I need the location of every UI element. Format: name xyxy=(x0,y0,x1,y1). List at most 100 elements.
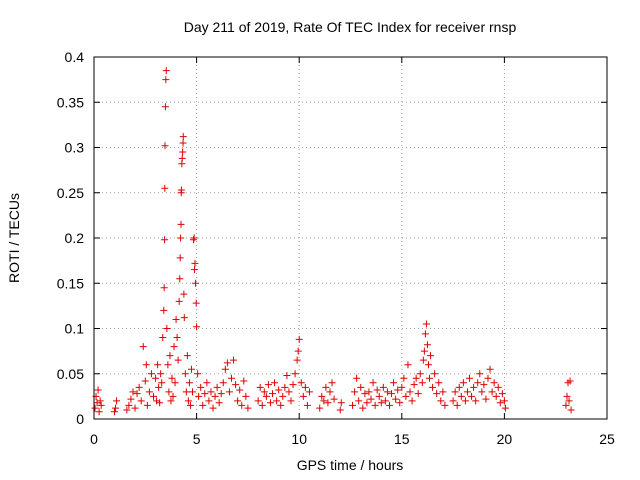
data-point xyxy=(194,370,202,378)
data-point xyxy=(377,399,385,407)
data-point xyxy=(383,388,391,396)
data-point xyxy=(439,388,447,396)
data-point xyxy=(141,377,149,385)
data-point xyxy=(441,401,449,409)
data-point xyxy=(143,401,151,409)
data-points xyxy=(91,67,575,416)
data-point xyxy=(180,290,188,298)
data-point xyxy=(266,399,274,407)
data-point xyxy=(359,404,367,412)
data-point xyxy=(244,404,252,412)
data-point xyxy=(166,352,174,360)
data-point xyxy=(337,399,345,407)
x-tick-label: 10 xyxy=(291,431,307,447)
data-point xyxy=(93,399,101,407)
data-point xyxy=(472,397,480,405)
data-point xyxy=(125,401,133,409)
data-point xyxy=(474,379,482,387)
data-point xyxy=(285,388,293,396)
data-point xyxy=(283,372,291,380)
data-point xyxy=(186,401,194,409)
data-point xyxy=(158,379,166,387)
data-point xyxy=(163,325,171,332)
data-point xyxy=(157,370,165,378)
data-point xyxy=(451,388,459,396)
data-point xyxy=(353,374,361,382)
data-point xyxy=(422,320,430,328)
chart-title: Day 211 of 2019, Rate Of TEC Index for r… xyxy=(184,19,517,35)
data-point xyxy=(238,401,246,409)
data-point xyxy=(207,388,215,396)
data-point xyxy=(326,388,334,396)
data-point xyxy=(161,142,169,150)
data-point xyxy=(150,392,158,400)
data-point xyxy=(184,397,192,405)
data-point xyxy=(566,377,574,385)
x-tick-label: 20 xyxy=(497,431,513,447)
data-point xyxy=(225,388,233,396)
data-point xyxy=(161,103,169,111)
data-point xyxy=(254,397,262,405)
data-point xyxy=(398,383,406,391)
data-point xyxy=(230,356,238,364)
data-point xyxy=(179,139,187,147)
data-point xyxy=(400,374,408,382)
data-point xyxy=(179,133,187,141)
data-point xyxy=(187,365,195,373)
data-point xyxy=(316,404,324,412)
data-point xyxy=(420,347,428,355)
y-tick-label: 0.1 xyxy=(65,321,85,337)
data-point xyxy=(256,383,264,391)
data-point xyxy=(240,377,248,385)
data-point xyxy=(199,401,207,409)
x-tick-label: 0 xyxy=(90,431,98,447)
data-point xyxy=(355,397,363,405)
data-point xyxy=(94,386,102,394)
data-point xyxy=(492,392,500,400)
data-point xyxy=(232,381,240,389)
data-point xyxy=(281,383,289,391)
data-point xyxy=(215,399,223,407)
data-point xyxy=(396,399,404,407)
data-point xyxy=(156,399,164,407)
data-point xyxy=(262,392,270,400)
data-point xyxy=(303,401,311,409)
data-point xyxy=(177,220,185,228)
data-point xyxy=(294,347,302,355)
data-point xyxy=(111,408,119,416)
data-point xyxy=(191,266,199,274)
data-point xyxy=(258,401,266,409)
data-point xyxy=(181,370,189,378)
data-point xyxy=(457,392,465,400)
data-point xyxy=(160,284,168,292)
data-point xyxy=(459,379,467,387)
data-point xyxy=(160,306,168,314)
data-point xyxy=(435,379,443,387)
data-point xyxy=(175,297,183,305)
data-point xyxy=(213,383,221,391)
data-point xyxy=(177,234,185,242)
data-point xyxy=(466,374,474,382)
data-point xyxy=(567,406,575,414)
data-point xyxy=(211,392,219,400)
data-point xyxy=(373,386,381,394)
data-point xyxy=(260,388,268,396)
data-point xyxy=(135,383,143,391)
y-tick-label: 0.25 xyxy=(57,185,84,201)
data-point xyxy=(418,379,426,387)
data-point xyxy=(178,154,186,162)
data-point xyxy=(357,383,365,391)
data-point xyxy=(379,383,387,391)
data-point xyxy=(486,365,494,373)
data-point xyxy=(147,370,155,378)
data-point xyxy=(318,392,326,400)
data-point xyxy=(404,361,412,369)
data-point xyxy=(161,184,169,192)
data-point xyxy=(277,401,285,409)
grid-lines xyxy=(94,57,607,419)
data-point xyxy=(133,390,141,398)
data-point xyxy=(375,392,383,400)
data-point xyxy=(180,314,188,322)
x-tick-label: 15 xyxy=(394,431,410,447)
